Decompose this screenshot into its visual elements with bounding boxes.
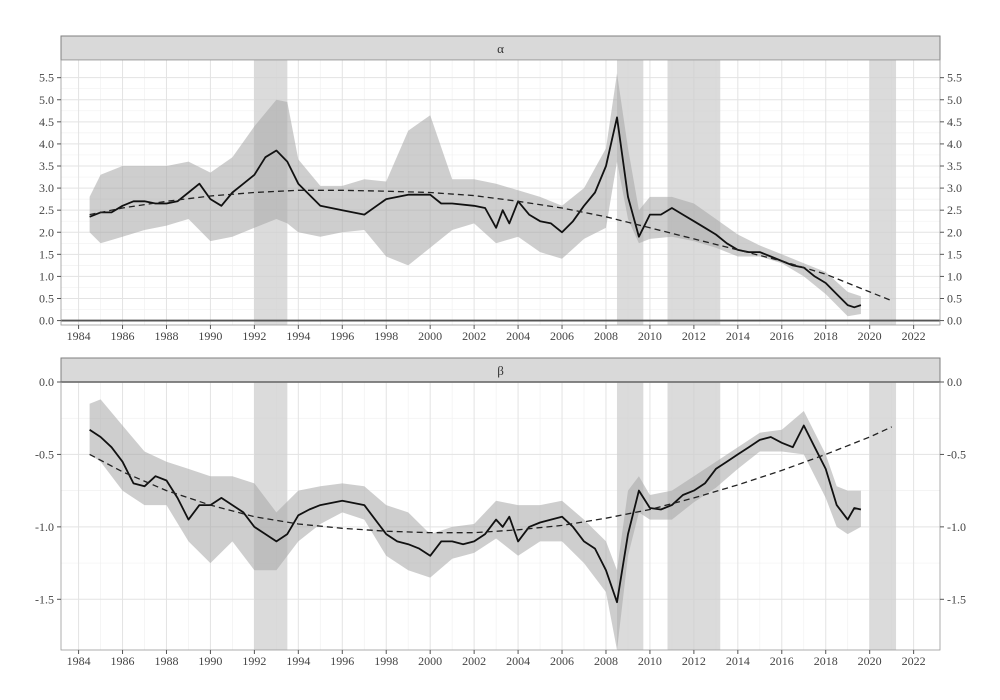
x-tick-label: 1984 [67,329,91,343]
shaded-period [667,60,721,325]
x-tick-label: 1998 [374,329,398,343]
x-tick-label: 2000 [418,329,442,343]
y-tick-label-right: -0.5 [947,447,966,461]
y-tick-label-right: 5.5 [947,71,962,85]
trend-line-dashed [89,189,892,302]
y-tick-label-right: -1.5 [947,592,966,606]
x-tick-label: 2006 [550,654,574,668]
x-tick-label: 2018 [814,654,838,668]
plot-frame [60,381,941,651]
x-tick-label: 2012 [682,654,706,668]
y-tick-label-left: 2.0 [39,225,54,239]
y-tick-label-right: 1.0 [947,269,962,283]
y-tick-label-right: 0.0 [947,375,962,389]
y-tick-label-left: 4.5 [39,115,54,129]
strip-header [60,35,941,61]
y-tick-label-left: 5.5 [39,71,54,85]
y-tick-label-right: 2.5 [947,203,962,217]
y-tick-label-right: 3.0 [947,181,962,195]
x-tick-label: 1998 [374,654,398,668]
x-tick-label: 2014 [726,329,750,343]
x-tick-label: 2022 [902,329,926,343]
y-tick-label-left: -1.5 [35,592,54,606]
confidence-band [89,399,861,650]
x-tick-label: 1988 [154,654,178,668]
y-tick-label-left: 3.5 [39,159,54,173]
x-tick-label: 2018 [814,329,838,343]
x-tick-label: 1996 [330,654,354,668]
x-tick-label: 2004 [506,329,530,343]
strip-label: α [497,41,504,56]
y-tick-label-left: -1.0 [35,520,54,534]
y-tick-label-left: 0.0 [39,314,54,328]
y-tick-label-right: 3.5 [947,159,962,173]
x-tick-label: 2004 [506,654,530,668]
y-tick-label-left: -0.5 [35,447,54,461]
x-tick-label: 1986 [111,329,135,343]
y-tick-label-right: 5.0 [947,93,962,107]
x-tick-label: 2022 [902,654,926,668]
x-tick-label: 2008 [594,654,618,668]
x-tick-label: 1988 [154,329,178,343]
y-tick-label-right: 0.5 [947,292,962,306]
y-tick-label-left: 5.0 [39,93,54,107]
x-tick-label: 1994 [286,329,310,343]
x-tick-label: 1984 [67,654,91,668]
x-tick-label: 2012 [682,329,706,343]
y-tick-label-left: 2.5 [39,203,54,217]
x-tick-label: 2010 [638,329,662,343]
x-tick-label: 1992 [242,329,266,343]
y-tick-label-left: 0.0 [39,375,54,389]
x-tick-label: 1992 [242,654,266,668]
x-tick-label: 2014 [726,654,750,668]
y-tick-label-right: 4.5 [947,115,962,129]
x-tick-label: 2010 [638,654,662,668]
x-tick-label: 1990 [198,329,222,343]
x-tick-label: 2016 [770,329,794,343]
y-tick-label-right: 4.0 [947,137,962,151]
panel-beta: β 1984 1986 1988 1990 1992 1994 1996 1998 2000 200… [35,357,966,668]
trend-line-dashed [89,426,892,534]
x-tick-label: 2008 [594,329,618,343]
x-tick-label: 2020 [858,654,882,668]
panel-alpha: α 1984 1986 1988 1990 1992 1994 1996 1998 2000 200… [39,35,962,343]
x-tick-label: 1986 [111,654,135,668]
plot-frame [60,59,941,326]
y-tick-label-right: 2.0 [947,225,962,239]
confidence-band [89,73,861,317]
x-tick-label: 2016 [770,654,794,668]
x-tick-label: 1996 [330,329,354,343]
x-tick-label: 2006 [550,329,574,343]
y-tick-label-right: 1.5 [947,247,962,261]
x-tick-label: 1990 [198,654,222,668]
x-tick-label: 2002 [462,654,486,668]
y-tick-label-right: 0.0 [947,314,962,328]
estimate-line [89,116,862,309]
x-tick-label: 1994 [286,654,310,668]
y-tick-label-left: 4.0 [39,137,54,151]
y-tick-label-left: 1.5 [39,247,54,261]
strip-header [60,357,941,383]
y-tick-label-left: 1.0 [39,269,54,283]
x-tick-label: 2002 [462,329,486,343]
y-tick-label-left: 0.5 [39,292,54,306]
shaded-period [869,60,897,325]
estimate-line [89,424,862,604]
strip-label: β [497,363,504,378]
y-tick-label-right: -1.0 [947,520,966,534]
x-tick-label: 2020 [858,329,882,343]
y-tick-label-left: 3.0 [39,181,54,195]
shaded-period [869,382,897,650]
x-tick-label: 2000 [418,654,442,668]
